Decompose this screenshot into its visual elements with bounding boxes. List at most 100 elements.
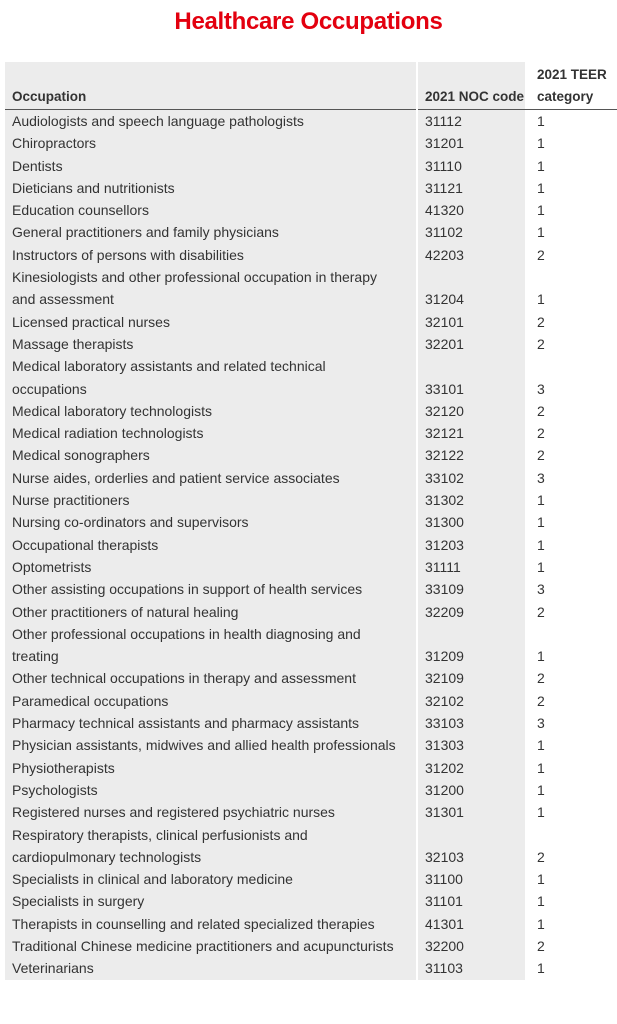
occupation: Specialists in clinical and laboratory m… — [5, 868, 417, 891]
table-row: Occupational therapists 31203 1 — [5, 533, 617, 556]
occupation: Physiotherapists — [5, 756, 417, 779]
noc-code: 31202 — [416, 756, 525, 779]
noc-code: 32102 — [416, 689, 525, 713]
teer-category: 3 — [537, 715, 545, 732]
noc-code: 31200 — [416, 778, 525, 802]
teer-category: 2 — [537, 335, 545, 352]
occupations-table: Occupation 2021 NOC code 2021 TEER categor… — [5, 62, 617, 980]
teer-category: 1 — [537, 514, 545, 531]
table-row: Medical laboratory assistants and relate… — [5, 355, 617, 400]
teer-category: 1 — [537, 224, 545, 241]
noc-code: 31209 — [416, 622, 525, 668]
teer-category: 2 — [537, 603, 545, 620]
teer-category: 3 — [537, 581, 545, 598]
table-row: Traditional Chinese medicine practitione… — [5, 934, 617, 958]
teer-category: 1 — [537, 893, 545, 910]
table-row: Education counsellors 41320 1 — [5, 199, 617, 222]
teer-category: 2 — [537, 670, 545, 687]
teer-category: 1 — [537, 759, 545, 776]
table-row: Nursing co-ordinators and supervisors 313… — [5, 511, 617, 534]
occupation: Medical laboratory technologists — [5, 399, 417, 423]
noc-code: 31301 — [416, 801, 525, 824]
occupation: Other technical occupations in therapy a… — [5, 667, 417, 690]
occupation: Respiratory therapists, clinical perfusi… — [5, 823, 417, 869]
occupation: Physician assistants, midwives and allie… — [5, 734, 417, 757]
noc-code: 31204 — [416, 266, 525, 311]
noc-code: 33102 — [416, 466, 525, 490]
teer-category: 1 — [537, 179, 545, 196]
teer-category: 3 — [537, 469, 545, 486]
teer-category: 1 — [537, 648, 545, 665]
teer-category: 1 — [537, 291, 545, 308]
page-title: Healthcare Occupations — [174, 8, 443, 35]
teer-category: 2 — [537, 313, 545, 330]
noc-code: 42203 — [416, 243, 525, 267]
table-row: Instructors of persons with disabilities… — [5, 243, 617, 267]
teer-category: 1 — [537, 135, 545, 152]
noc-code: 31121 — [416, 176, 525, 200]
teer-category: 1 — [537, 960, 545, 977]
noc-code: 41320 — [416, 199, 525, 222]
noc-code: 32209 — [416, 600, 525, 623]
teer-category: 2 — [537, 246, 545, 263]
teer-category: 2 — [537, 447, 545, 464]
noc-code: 31302 — [416, 489, 525, 512]
teer-category: 2 — [537, 402, 545, 419]
table-row: Nurse practitioners 31302 1 — [5, 489, 617, 512]
table-row: Other assisting occupations in support o… — [5, 578, 617, 601]
table-row: Dentists 31110 1 — [5, 154, 617, 177]
teer-category: 1 — [537, 737, 545, 754]
column-header: 2021 NOC code — [416, 62, 525, 110]
occupation: Optometrists — [5, 555, 417, 579]
table-row: Other practitioners of natural healing 32… — [5, 600, 617, 623]
table-row: Physician assistants, midwives and allie… — [5, 734, 617, 757]
teer-category: 2 — [537, 692, 545, 709]
table-row: Pharmacy technical assistants and pharma… — [5, 712, 617, 735]
noc-code: 31102 — [416, 221, 525, 244]
table-row: Physiotherapists 31202 1 — [5, 756, 617, 779]
noc-code: 31300 — [416, 511, 525, 534]
occupation: Other practitioners of natural healing — [5, 600, 417, 623]
teer-category: 2 — [537, 425, 545, 442]
occupation: Pharmacy technical assistants and pharma… — [5, 712, 417, 735]
table-row: Respiratory therapists, clinical perfusi… — [5, 823, 617, 869]
noc-code: 33109 — [416, 578, 525, 601]
table-row: Medical laboratory technologists 32120 2 — [5, 399, 617, 423]
noc-code: 32200 — [416, 934, 525, 958]
occupation: Other professional occupations in health… — [5, 622, 417, 668]
table-row: Massage therapists 32201 2 — [5, 332, 617, 356]
occupation: Nurse aides, orderlies and patient servi… — [5, 466, 417, 490]
noc-code: 31110 — [416, 154, 525, 177]
occupation: General practitioners and family physici… — [5, 221, 417, 244]
header-row: Occupation 2021 NOC code 2021 TEER categor… — [5, 62, 617, 110]
occupation: Nursing co-ordinators and supervisors — [5, 511, 417, 534]
table-row: Veterinarians 31103 1 — [5, 957, 617, 980]
teer-category: 1 — [537, 804, 545, 821]
teer-category: 1 — [537, 558, 545, 575]
occupation: Specialists in surgery — [5, 890, 417, 913]
occupation: Instructors of persons with disabilities — [5, 243, 417, 267]
table-row: Other professional occupations in health… — [5, 622, 617, 668]
table-row: Other technical occupations in therapy a… — [5, 667, 617, 690]
noc-code: 31111 — [416, 555, 525, 579]
table-row: Psychologists 31200 1 — [5, 778, 617, 802]
occupation: Education counsellors — [5, 199, 417, 222]
occupation: Registered nurses and registered psychia… — [5, 801, 417, 824]
occupation: Kinesiologists and other professional oc… — [5, 266, 417, 311]
occupation: Massage therapists — [5, 332, 417, 356]
occupation: Dieticians and nutritionists — [5, 176, 417, 200]
teer-category: 1 — [537, 157, 545, 174]
occupation: Paramedical occupations — [5, 689, 417, 713]
occupation: Occupational therapists — [5, 533, 417, 556]
table-row: Licensed practical nurses 32101 2 — [5, 310, 617, 333]
noc-code: 32122 — [416, 444, 525, 467]
occupation: Medical laboratory assistants and relate… — [5, 355, 417, 400]
noc-code: 33101 — [416, 355, 525, 400]
occupation: Chiropractors — [5, 132, 417, 155]
occupation: Licensed practical nurses — [5, 310, 417, 333]
noc-code: 32101 — [416, 310, 525, 333]
teer-category: 1 — [537, 536, 545, 553]
teer-category: 1 — [537, 202, 545, 219]
table-row: Optometrists 31111 1 — [5, 555, 617, 579]
